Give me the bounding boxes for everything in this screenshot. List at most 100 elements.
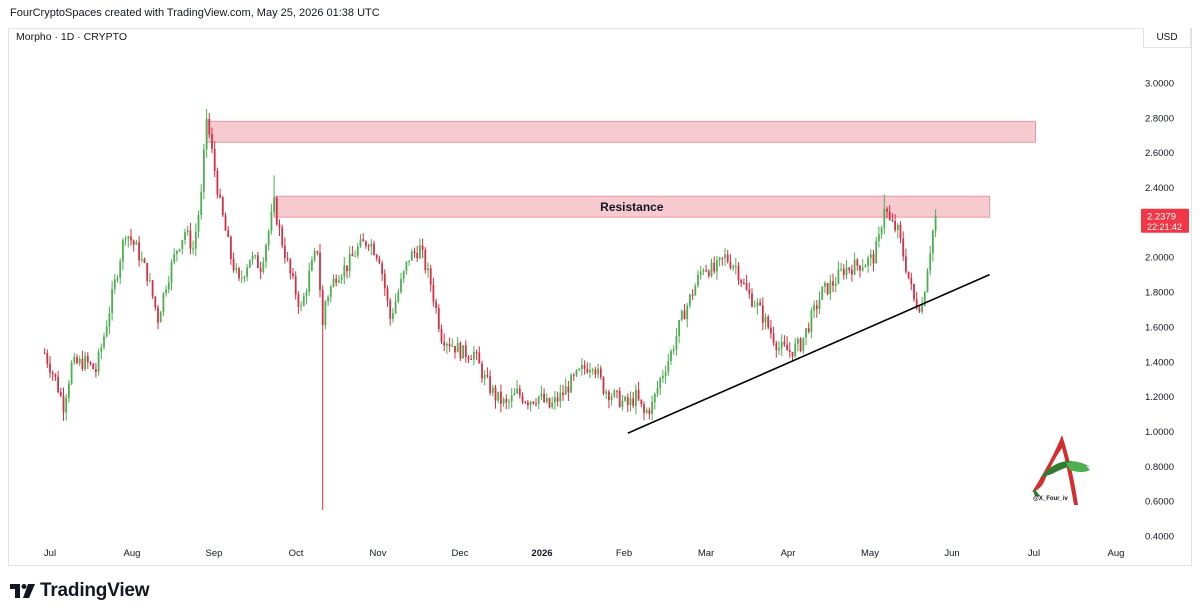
candle-body [570,375,572,393]
candle-body [732,266,734,268]
candle-body [43,353,46,355]
candle-body [497,391,500,401]
candle-body [329,286,332,298]
candle-body [791,351,794,357]
candle-body [502,399,505,404]
candle-body [662,375,664,379]
candle-body [462,345,464,359]
candle-body [618,390,621,407]
candle-body [797,338,799,344]
candle-body [159,312,162,323]
candle-body [716,260,718,272]
candle-body [459,342,462,359]
candle-body [680,310,683,321]
candle-body [899,224,902,239]
candle-body [340,276,343,281]
candle-body [313,251,316,261]
symbol-label[interactable]: Morpho · 1D · CRYPTO [16,31,128,43]
candle-body [575,370,578,376]
candle-body [354,255,356,257]
candle-body [73,356,76,363]
candle-body [402,271,405,279]
candle-body [694,285,697,296]
candle-body [419,245,421,259]
candle-body [621,400,624,407]
candle-body [826,283,829,294]
candle-body [232,258,235,271]
candle-body [629,398,632,406]
x-tick-label: Apr [781,548,796,559]
candle-body [378,258,381,264]
candle-body [259,268,262,272]
candle-body [775,343,778,351]
candle-body [300,305,302,307]
candle-body [610,396,613,401]
candle-body [535,403,537,405]
candle-body [173,253,176,263]
candle-body [599,368,602,378]
candle-body [375,254,378,259]
x-tick-label: Feb [616,548,632,559]
candle-body [740,280,743,283]
candle-body [157,307,159,323]
candle-body [335,278,338,283]
candle-body [76,356,78,364]
candle-body [818,299,821,310]
candle-body [324,301,327,326]
candle-body [878,234,880,241]
candle-body [308,270,311,292]
candle-body [707,271,710,276]
candle-body [46,353,49,364]
candle-body [737,265,740,281]
candle-body [872,254,875,264]
candle-body [697,274,699,286]
candle-body [467,357,470,360]
candle-body [632,398,635,406]
candle-body [551,402,554,408]
candle-body [100,347,103,352]
candle-body [97,351,100,372]
candle-body [764,316,767,323]
candle-body [921,305,923,312]
x-tick-label: Aug [124,548,141,559]
candle-body [111,289,113,314]
candle-body [486,375,489,377]
candle-body [832,281,834,286]
candle-body [319,252,321,291]
candle-body [729,261,732,268]
brand-name: TradingView [40,580,150,601]
candle-body [327,297,329,302]
y-tick-label: 1.8000 [1145,288,1174,299]
y-tick-label: 0.8000 [1145,462,1174,473]
candle-body [564,386,567,395]
candle-body [591,369,594,371]
candle-body [686,305,689,320]
candle-body [748,289,751,294]
candle-body [92,363,95,370]
candle-body [902,238,905,257]
candle-body [186,230,189,233]
footer-brand[interactable]: TradingView [10,580,150,602]
candle-body [810,310,813,332]
candle-body [848,267,851,270]
candle-body [643,404,645,413]
candle-body [761,305,764,323]
y-tick-label: 1.6000 [1145,322,1174,333]
candle-body [362,239,365,242]
candle-body [86,355,89,363]
candle-body [521,395,524,403]
candle-body [545,398,548,402]
candle-body [753,306,756,308]
candle-body [470,359,473,361]
candle-body [572,375,575,377]
candle-body [527,402,529,406]
tradingview-logo-icon [10,584,35,598]
candle-body [338,280,340,283]
candle-body [464,345,467,358]
candle-body [932,230,934,254]
currency-selector[interactable]: USD [1143,28,1191,48]
candle-body [859,265,861,271]
candle-body [934,215,937,231]
candle-body [554,397,556,403]
